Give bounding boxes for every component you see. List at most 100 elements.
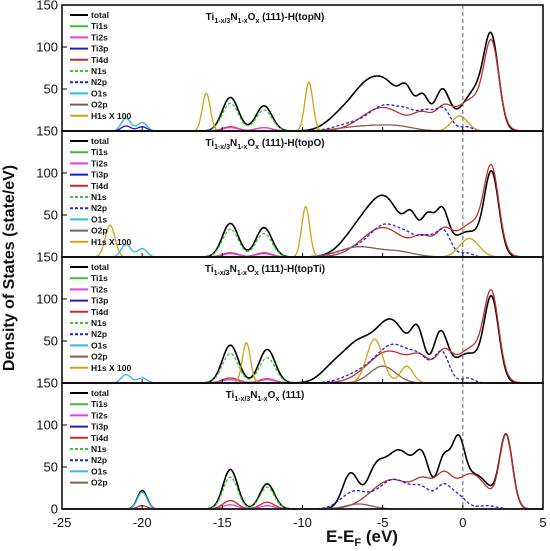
y-tick-label: 150 bbox=[36, 376, 58, 391]
panel-frame bbox=[61, 4, 544, 132]
series-H1s bbox=[62, 338, 543, 384]
y-tick-label: 150 bbox=[36, 0, 58, 13]
x-tick-label: -5 bbox=[377, 515, 389, 530]
panel-title-part: O bbox=[247, 264, 255, 275]
panel-title-part: N bbox=[230, 138, 237, 149]
panel-title: Ti1-x/3N1-xOx (111)-H(topTi) bbox=[205, 264, 325, 277]
x-tick-label: 5 bbox=[539, 515, 546, 530]
y-tick-label: 50 bbox=[44, 82, 58, 97]
y-tick-label: 50 bbox=[44, 460, 58, 475]
x-axis-label-sub: F bbox=[354, 537, 361, 549]
panel-title-part: x bbox=[255, 144, 259, 151]
legend-label-H1s: H1s X 100 bbox=[91, 237, 131, 247]
legend-label-Ti4d: Ti4d bbox=[91, 307, 108, 317]
panel-title-part: O bbox=[247, 138, 255, 149]
series-N1s bbox=[62, 352, 543, 384]
legend-label-Ti4d: Ti4d bbox=[91, 55, 108, 65]
panel-title-part: (111)-H(topN) bbox=[259, 12, 324, 23]
panel-title-part: x bbox=[255, 18, 259, 25]
y-tick-label: 50 bbox=[44, 334, 58, 349]
panel-title-part: Ti bbox=[206, 12, 215, 23]
legend-label-O2p: O2p bbox=[91, 478, 108, 488]
x-axis-label: E-EF (eV) bbox=[326, 527, 398, 549]
legend-label-Ti2s: Ti2s bbox=[91, 284, 108, 294]
panel-title-part: N bbox=[230, 264, 237, 275]
panel-2: 50 100 150 Ti1-x/3N1-xOx (111)-H(topO) total… bbox=[36, 124, 544, 258]
panel-title-part: x bbox=[255, 270, 259, 277]
legend-label-Ti1s: Ti1s bbox=[91, 273, 108, 283]
panel-title-part: (111) bbox=[279, 390, 304, 401]
legend-label-Ti3p: Ti3p bbox=[91, 170, 108, 180]
x-axis: -25 -20 -15 -10 -5 0 5 bbox=[53, 515, 547, 530]
legend-label-Ti4d: Ti4d bbox=[91, 433, 108, 443]
x-tick-label: -25 bbox=[53, 515, 72, 530]
legend-label-Ti1s: Ti1s bbox=[91, 399, 108, 409]
series-N1s bbox=[62, 228, 543, 258]
legend-label-N2p: N2p bbox=[91, 329, 107, 339]
panel-frame bbox=[61, 382, 544, 510]
panel-title-part: 1-x bbox=[237, 144, 247, 151]
panel-4: 0 50 100 150 Ti1-x/3N1-xOx (111) totalTi1sTi2… bbox=[36, 376, 544, 517]
series-Ti4d bbox=[62, 163, 543, 258]
x-tick-label: 0 bbox=[459, 515, 466, 530]
panel-title: Ti1-x/3N1-xOx (111)-H(topN) bbox=[206, 12, 325, 25]
y-tick-label: 100 bbox=[36, 40, 58, 55]
legend-label-total: total bbox=[91, 262, 109, 272]
legend-label-Ti1s: Ti1s bbox=[91, 147, 108, 157]
legend-label-O1s: O1s bbox=[91, 214, 107, 224]
panel-title-part: 1-x/3 bbox=[214, 144, 230, 151]
y-axis-label: Density of States (state/eV) bbox=[1, 165, 18, 371]
y-tick-label: 100 bbox=[36, 166, 58, 181]
series-Ti4d bbox=[62, 288, 543, 384]
legend-label-N1s: N1s bbox=[91, 192, 107, 202]
panel-title-part: O bbox=[268, 390, 276, 401]
panel-title-part: 1-x bbox=[258, 396, 268, 403]
legend-label-N1s: N1s bbox=[91, 444, 107, 454]
panel-title-part: 1-x bbox=[238, 18, 248, 25]
legend-label-N1s: N1s bbox=[91, 66, 107, 76]
x-axis-label-unit: (eV) bbox=[361, 527, 398, 546]
legend-label-O2p: O2p bbox=[91, 100, 108, 110]
series-N2p bbox=[62, 343, 543, 384]
legend-label-N2p: N2p bbox=[91, 455, 107, 465]
series-total bbox=[62, 433, 543, 510]
legend-label-O2p: O2p bbox=[91, 226, 108, 236]
panel-title-part: Ti bbox=[226, 390, 235, 401]
panel-title-part: (111)-H(topO) bbox=[259, 138, 325, 149]
legend-label-N2p: N2p bbox=[91, 203, 107, 213]
series-total bbox=[62, 169, 543, 258]
panel-frame bbox=[61, 256, 544, 384]
panel-title-part: 1-x/3 bbox=[234, 396, 250, 403]
legend-label-Ti3p: Ti3p bbox=[91, 44, 108, 54]
panel-title: Ti1-x/3N1-xOx (111) bbox=[226, 390, 305, 403]
legend-label-Ti2s: Ti2s bbox=[91, 32, 108, 42]
legend-label-Ti4d: Ti4d bbox=[91, 181, 108, 191]
legend-label-O1s: O1s bbox=[91, 88, 107, 98]
legend-label-Ti2s: Ti2s bbox=[91, 410, 108, 420]
legend-label-Ti1s: Ti1s bbox=[91, 21, 108, 31]
series-Ti4d bbox=[62, 433, 543, 510]
panel-title-part: 1-x bbox=[237, 270, 247, 277]
x-axis-label-main: E-E bbox=[326, 527, 354, 546]
y-tick-label: 100 bbox=[36, 418, 58, 433]
series-H1s bbox=[62, 81, 543, 132]
x-tick-label: -10 bbox=[293, 515, 312, 530]
panel-title-part: Ti bbox=[205, 264, 214, 275]
legend-label-O1s: O1s bbox=[91, 466, 107, 476]
panel-title-part: N bbox=[250, 390, 257, 401]
x-tick-label: -15 bbox=[213, 515, 232, 530]
panel-1: 50 100 150 Ti1-x/3N1-xOx (111)-H(topN) total… bbox=[36, 0, 544, 132]
legend-label-O2p: O2p bbox=[91, 352, 108, 362]
legend-label-total: total bbox=[91, 10, 109, 20]
legend-label-H1s: H1s X 100 bbox=[91, 111, 131, 121]
panel-title-part: x bbox=[275, 396, 279, 403]
y-tick-label: 150 bbox=[36, 124, 58, 139]
legend-label-N1s: N1s bbox=[91, 318, 107, 328]
legend-label-H1s: H1s X 100 bbox=[91, 363, 131, 373]
panel-title-part: 1-x/3 bbox=[214, 18, 230, 25]
